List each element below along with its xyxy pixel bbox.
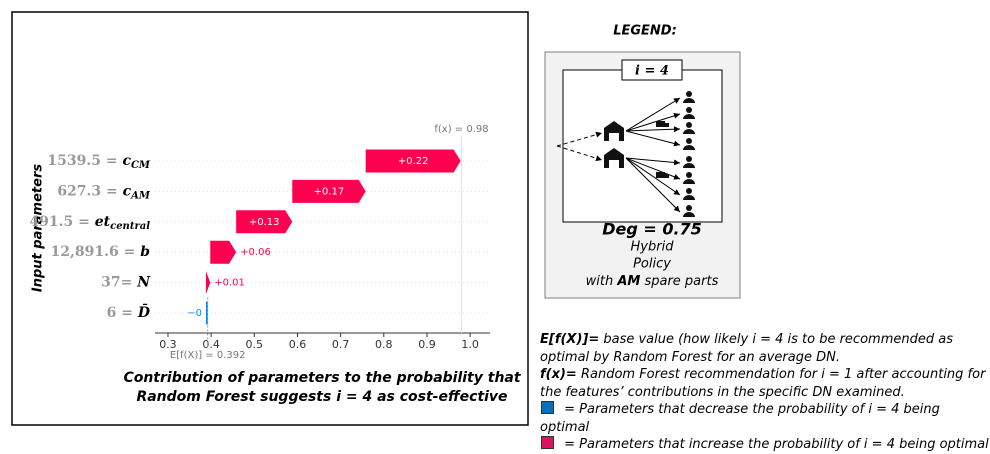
note-text: Random Forest recommendation for i = 1 a… bbox=[540, 367, 985, 400]
value-label: +0.06 bbox=[240, 247, 271, 258]
key-swatch bbox=[541, 436, 554, 449]
feature-symbol: et bbox=[95, 214, 111, 230]
network-box bbox=[563, 70, 722, 222]
waterfall-bar bbox=[206, 302, 208, 325]
note: E[f(X)]= base value (how likely i = 4 is… bbox=[540, 331, 990, 366]
key: = Parameters that decrease the probabili… bbox=[540, 401, 990, 436]
policy: Hybrid bbox=[631, 240, 675, 255]
feature-symbol: b bbox=[140, 244, 150, 260]
feature-value: 1539.5 = bbox=[47, 153, 122, 169]
feature-symbol: N bbox=[136, 275, 151, 291]
page: Input parameters Contribution of paramet… bbox=[0, 0, 990, 429]
note: f(x)= Random Forest recommendation for i… bbox=[540, 366, 990, 401]
feature-symbol: D̄ bbox=[137, 302, 151, 321]
feature-subscript: AM bbox=[130, 190, 151, 201]
degree: Deg = 0.75 bbox=[602, 220, 702, 239]
legend-notes: E[f(X)]= base value (how likely i = 4 is… bbox=[540, 331, 990, 454]
note-text: base value (how likely i = 4 is to be re… bbox=[540, 332, 953, 365]
feature-label: 37= N bbox=[101, 275, 151, 291]
scenario: i = 4 bbox=[635, 64, 669, 79]
feature-subscript: CM bbox=[131, 160, 151, 171]
waterfall-bar bbox=[206, 271, 210, 294]
feature-value: 12,891.6 = bbox=[51, 244, 141, 260]
policy: Policy bbox=[633, 257, 671, 272]
feature-subscript: central bbox=[110, 220, 150, 231]
note-term: f(x)= bbox=[540, 367, 577, 382]
policy-part: spare parts bbox=[640, 274, 718, 289]
chart-title: Contribution of parameters to the probab… bbox=[123, 370, 521, 386]
value-label: +0.22 bbox=[398, 156, 429, 167]
value-label: −0 bbox=[187, 308, 202, 319]
policy: with AM spare parts bbox=[586, 274, 719, 289]
legend-heading: LEGEND: bbox=[613, 24, 677, 39]
feature-value: 491.5 = bbox=[29, 214, 94, 230]
feature-label: 6 = D̄ bbox=[107, 302, 151, 321]
feature-value: 627.3 = bbox=[57, 183, 122, 199]
policy-part: AM bbox=[616, 274, 640, 289]
feature-label: 491.5 = etcentral bbox=[29, 214, 150, 232]
x-tick-label: 1.0 bbox=[461, 338, 479, 351]
output-value-label: f(x) = 0.98 bbox=[434, 124, 488, 135]
value-label: +0.01 bbox=[214, 278, 245, 289]
key: = Parameters that increase the probabili… bbox=[540, 436, 990, 454]
feature-label: 1539.5 = cCM bbox=[47, 153, 151, 171]
x-tick-label: 0.7 bbox=[332, 338, 350, 351]
feature-value: 37= bbox=[101, 275, 137, 291]
base-value-label: E[f(X)] = 0.392 bbox=[170, 350, 246, 361]
x-tick-label: 0.5 bbox=[246, 338, 264, 351]
value-label: +0.13 bbox=[249, 217, 280, 228]
value-label: +0.17 bbox=[314, 186, 345, 197]
x-tick-label: 0.6 bbox=[289, 338, 307, 351]
x-tick-label: 0.9 bbox=[418, 338, 436, 351]
key-text: = Parameters that increase the probabili… bbox=[560, 437, 989, 452]
feature-value: 6 = bbox=[107, 305, 138, 321]
waterfall-bar bbox=[210, 241, 236, 264]
feature-label: 12,891.6 = b bbox=[51, 244, 151, 260]
policy-part: with bbox=[586, 274, 618, 289]
key-text: = Parameters that decrease the probabili… bbox=[540, 402, 940, 435]
key-swatch bbox=[541, 401, 554, 414]
note-term: E[f(X)]= bbox=[540, 332, 599, 347]
chart-title: Random Forest suggests i = 4 as cost-eff… bbox=[136, 389, 507, 405]
feature-label: 627.3 = cAM bbox=[57, 183, 151, 201]
x-tick-label: 0.8 bbox=[375, 338, 393, 351]
